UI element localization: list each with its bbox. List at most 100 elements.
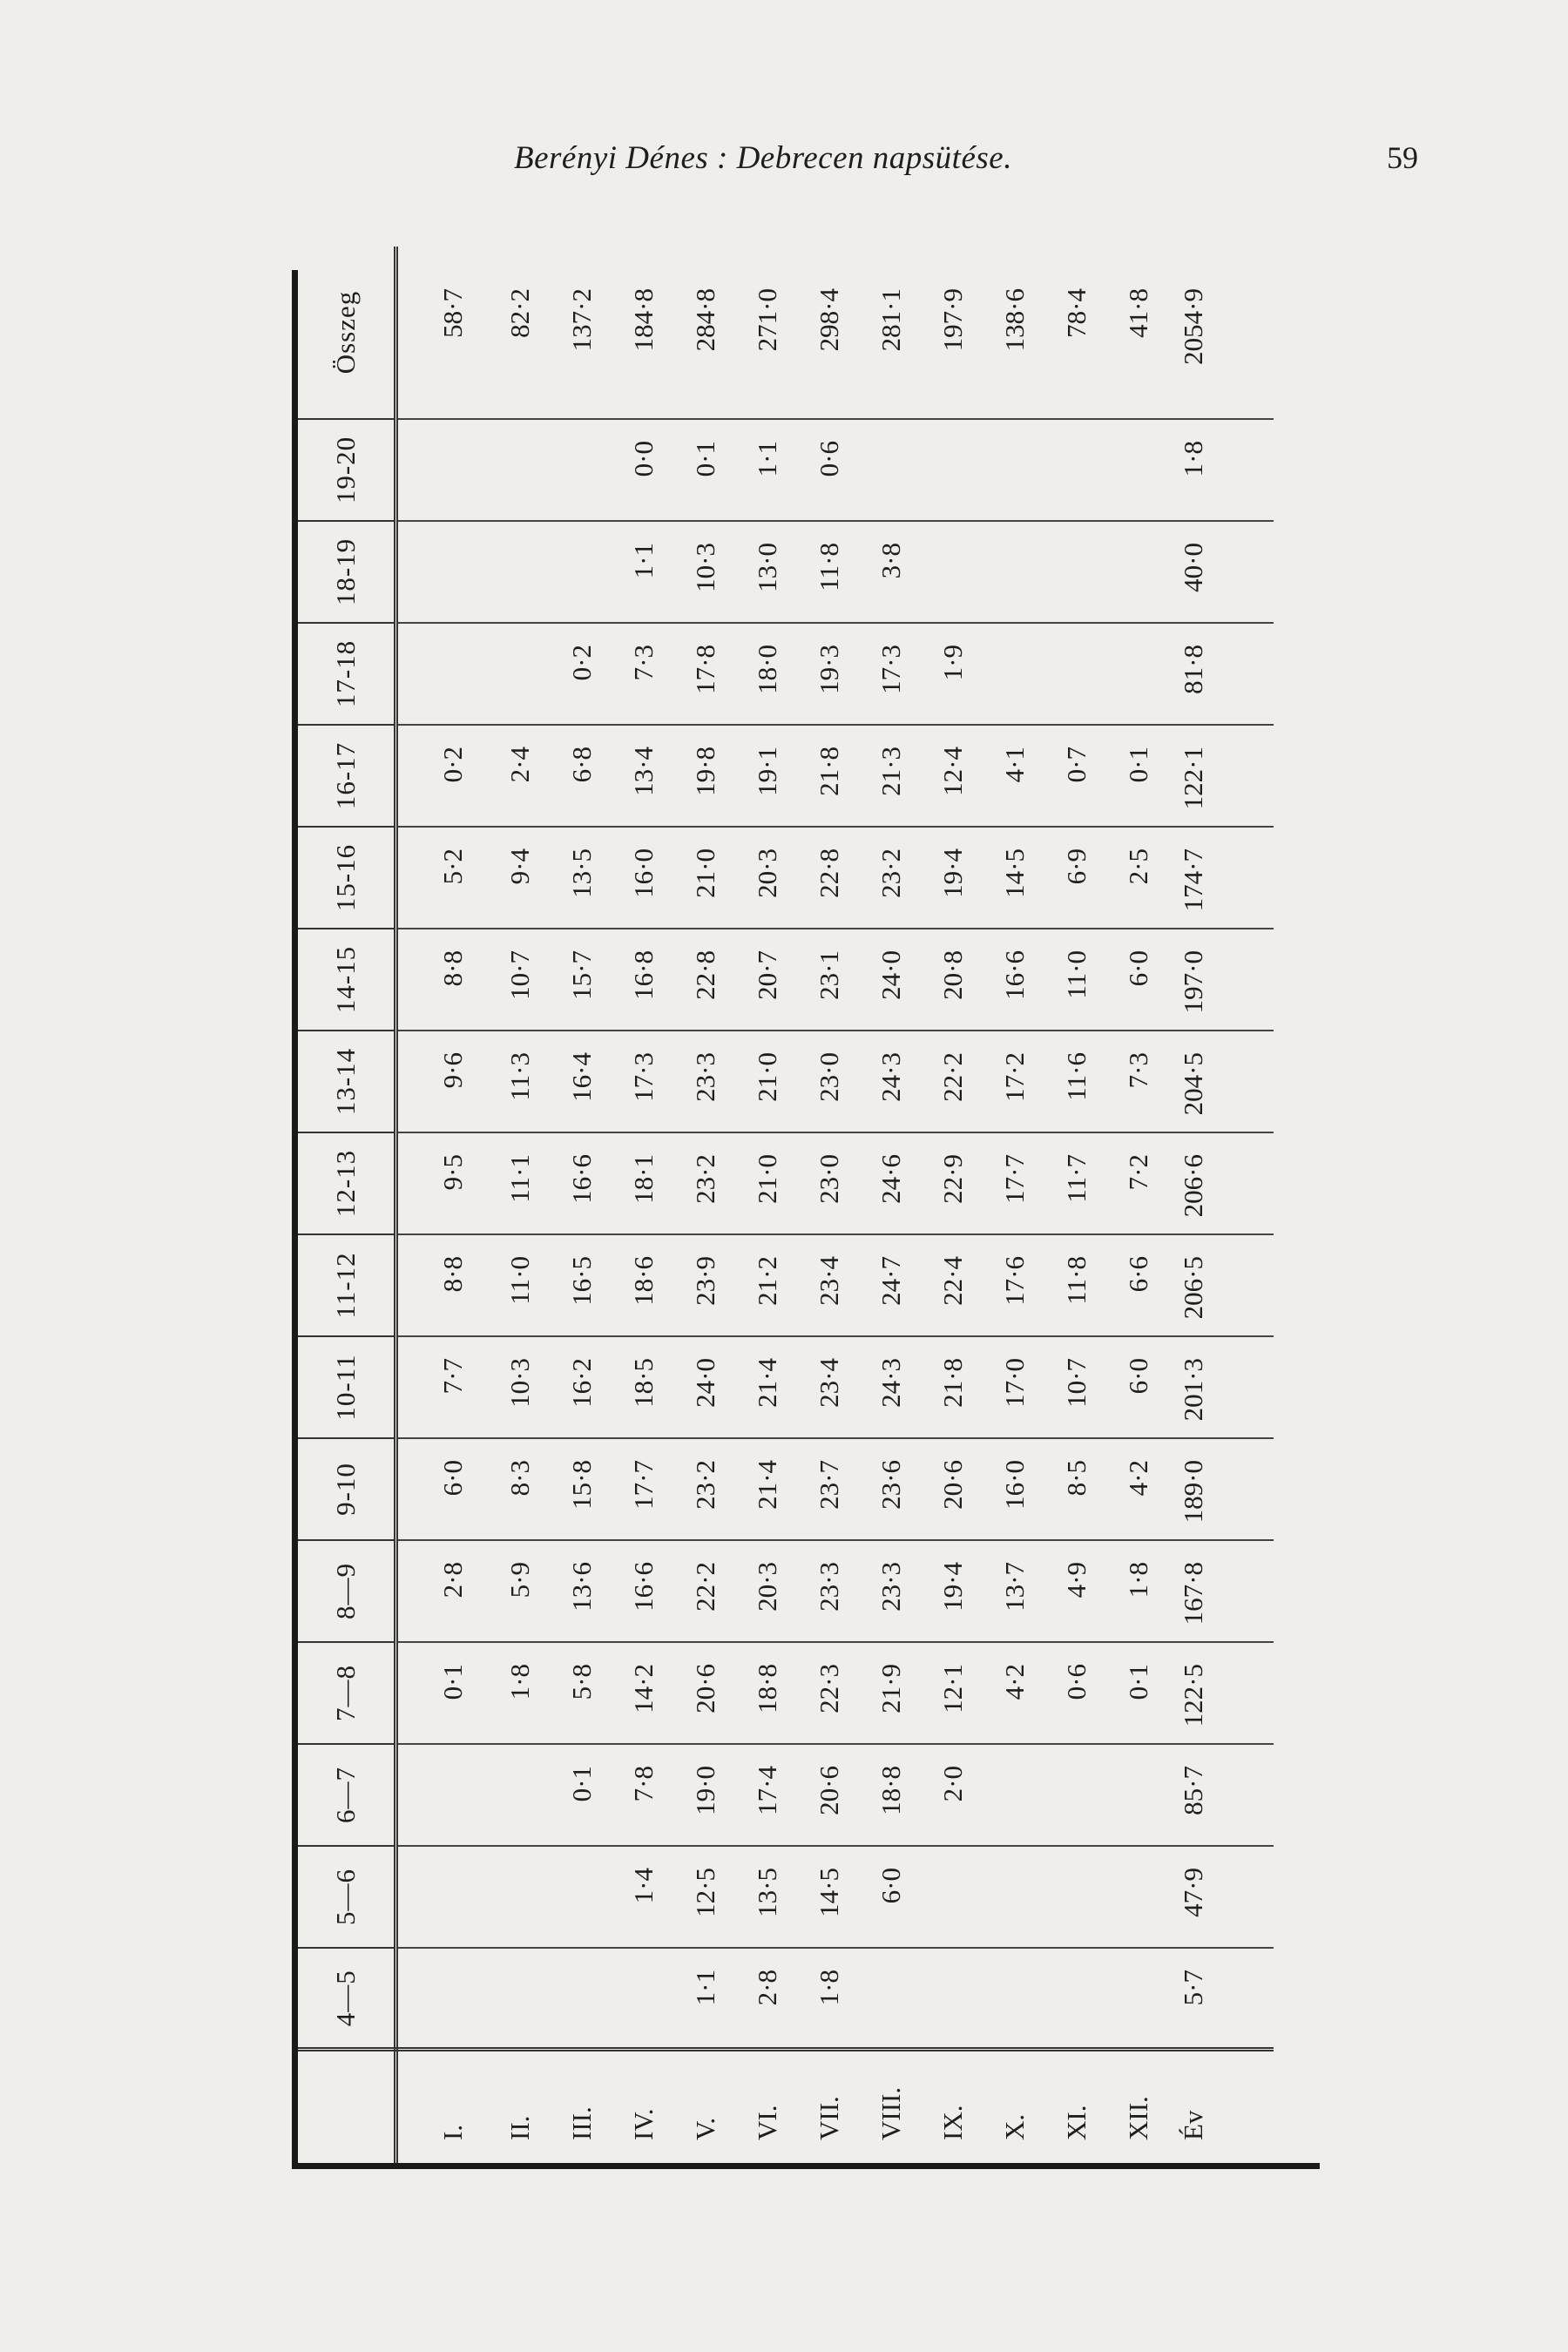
- value-cell: [1045, 1846, 1107, 1948]
- value-cell: 206·5: [1169, 1234, 1274, 1336]
- value-cell: 5·8: [551, 1642, 612, 1744]
- value-cell: 18·8: [736, 1642, 798, 1744]
- value-cell: 8·3: [489, 1438, 551, 1540]
- value-cell: 189·0: [1169, 1438, 1274, 1540]
- value-cell: 18·6: [612, 1234, 674, 1336]
- row-total-cell: 41·8: [1122, 288, 1153, 338]
- value-cell: 12·1: [922, 1642, 983, 1744]
- value-cell: [489, 623, 551, 725]
- value-cell: 20·7: [736, 929, 798, 1031]
- value-cell: 23·2: [674, 1132, 736, 1234]
- table-row: XI. 0·6 4·9 8·5 10·7 11·8 11·7 11·6 11·0 6·9 0·7 78…: [1045, 247, 1107, 2163]
- row-total-cell: 281·1: [875, 288, 906, 352]
- column-header: 5—6: [298, 1846, 396, 1948]
- value-cell: 10·7: [1045, 1336, 1107, 1438]
- row-label: IV.: [612, 2050, 674, 2163]
- value-cell: 13·5: [736, 1846, 798, 1948]
- column-header: 18-19: [298, 521, 396, 623]
- column-header: 7—8: [298, 1642, 396, 1744]
- value-cell: 21·8: [798, 725, 860, 827]
- page-number: 59: [1387, 140, 1418, 175]
- value-cell: 2·8: [736, 1948, 798, 2050]
- column-header: 12-13: [298, 1132, 396, 1234]
- row-label: IX.: [922, 2050, 983, 2163]
- row-total-cell: 2054·9: [1178, 288, 1208, 365]
- value-cell: [1107, 1948, 1169, 2050]
- value-cell: 16·2: [551, 1336, 612, 1438]
- value-cell: 21·2: [736, 1234, 798, 1336]
- value-cell: 0·1: [1107, 725, 1169, 827]
- value-cell: 7·2: [1107, 1132, 1169, 1234]
- value-cell: 167·8: [1169, 1540, 1274, 1642]
- value-cell: 10·7: [489, 929, 551, 1031]
- value-cell: 17·7: [612, 1438, 674, 1540]
- value-cell: 20·3: [736, 827, 798, 929]
- value-cell: 16·0: [983, 1438, 1045, 1540]
- row-label: VIII.: [860, 2050, 922, 2163]
- value-cell: 24·3: [860, 1336, 922, 1438]
- value-cell: 18·1: [612, 1132, 674, 1234]
- value-cell: 19·1: [736, 725, 798, 827]
- value-cell: 17·3: [612, 1031, 674, 1132]
- value-cell: 7·7: [395, 1336, 489, 1438]
- row-total-cell: 184·8: [627, 288, 659, 352]
- table-row: IV. 1·4 7·8 14·2 16·6 17·7 18·5 18·6 18·1 17·3 16·…: [612, 247, 674, 2163]
- value-cell: 16·0: [612, 827, 674, 929]
- value-cell: 8·5: [1045, 1438, 1107, 1540]
- value-cell: 24·6: [860, 1132, 922, 1234]
- value-cell: 81·8: [1169, 623, 1274, 725]
- value-cell: 19·4: [922, 827, 983, 929]
- value-cell: 1·1: [674, 1948, 736, 2050]
- table-row: X. 4·2 13·7 16·0 17·0 17·6 17·7 17·2 16·6 14·5 4·1…: [983, 247, 1045, 2163]
- value-cell: 8·8: [395, 929, 489, 1031]
- row-label: I.: [395, 2050, 489, 2163]
- value-cell: 5·2: [395, 827, 489, 929]
- row-total-cell: 82·2: [504, 288, 535, 338]
- value-cell: 22·9: [922, 1132, 983, 1234]
- value-cell: 23·6: [860, 1438, 922, 1540]
- running-head: Berényi Dénes : Debrecen napsütése.: [514, 140, 1012, 176]
- value-cell: 17·4: [736, 1744, 798, 1846]
- value-cell: 23·3: [860, 1540, 922, 1642]
- value-cell: [551, 521, 612, 623]
- value-cell: [395, 1744, 489, 1846]
- column-header: 17-18: [298, 623, 396, 725]
- row-label: VI.: [736, 2050, 798, 2163]
- value-cell: 21·0: [674, 827, 736, 929]
- value-cell: 4·2: [1107, 1438, 1169, 1540]
- value-cell: 6·8: [551, 725, 612, 827]
- value-cell: 9·6: [395, 1031, 489, 1132]
- value-cell: [983, 521, 1045, 623]
- value-cell: 0·2: [551, 623, 612, 725]
- value-cell: 0·6: [1045, 1642, 1107, 1744]
- value-cell: 2·0: [922, 1744, 983, 1846]
- value-cell: 17·7: [983, 1132, 1045, 1234]
- value-cell: 0·1: [1107, 1642, 1169, 1744]
- value-cell: 11·3: [489, 1031, 551, 1132]
- value-cell: 23·3: [674, 1031, 736, 1132]
- value-cell: 22·4: [922, 1234, 983, 1336]
- row-label: Év: [1169, 2050, 1274, 2163]
- value-cell: 23·2: [860, 827, 922, 929]
- column-header: 11-12: [298, 1234, 396, 1336]
- value-cell: 17·2: [983, 1031, 1045, 1132]
- value-cell: 23·7: [798, 1438, 860, 1540]
- value-cell: 3·8: [860, 521, 922, 623]
- row-total-cell: 138·6: [998, 288, 1030, 352]
- value-cell: 22·2: [674, 1540, 736, 1642]
- value-cell: 17·6: [983, 1234, 1045, 1336]
- value-cell: 23·4: [798, 1234, 860, 1336]
- value-cell: [395, 1846, 489, 1948]
- value-cell: 0·2: [395, 725, 489, 827]
- value-cell: [1045, 1948, 1107, 2050]
- value-cell: 6·9: [1045, 827, 1107, 929]
- column-header: Összeg: [298, 247, 396, 419]
- value-cell: 22·2: [922, 1031, 983, 1132]
- value-cell: [1045, 521, 1107, 623]
- value-cell: 14·5: [983, 827, 1045, 929]
- value-cell: 10·3: [489, 1336, 551, 1438]
- value-cell: 22·3: [798, 1642, 860, 1744]
- value-cell: 204·5: [1169, 1031, 1274, 1132]
- value-cell: 23·0: [798, 1031, 860, 1132]
- value-cell: [395, 1948, 489, 2050]
